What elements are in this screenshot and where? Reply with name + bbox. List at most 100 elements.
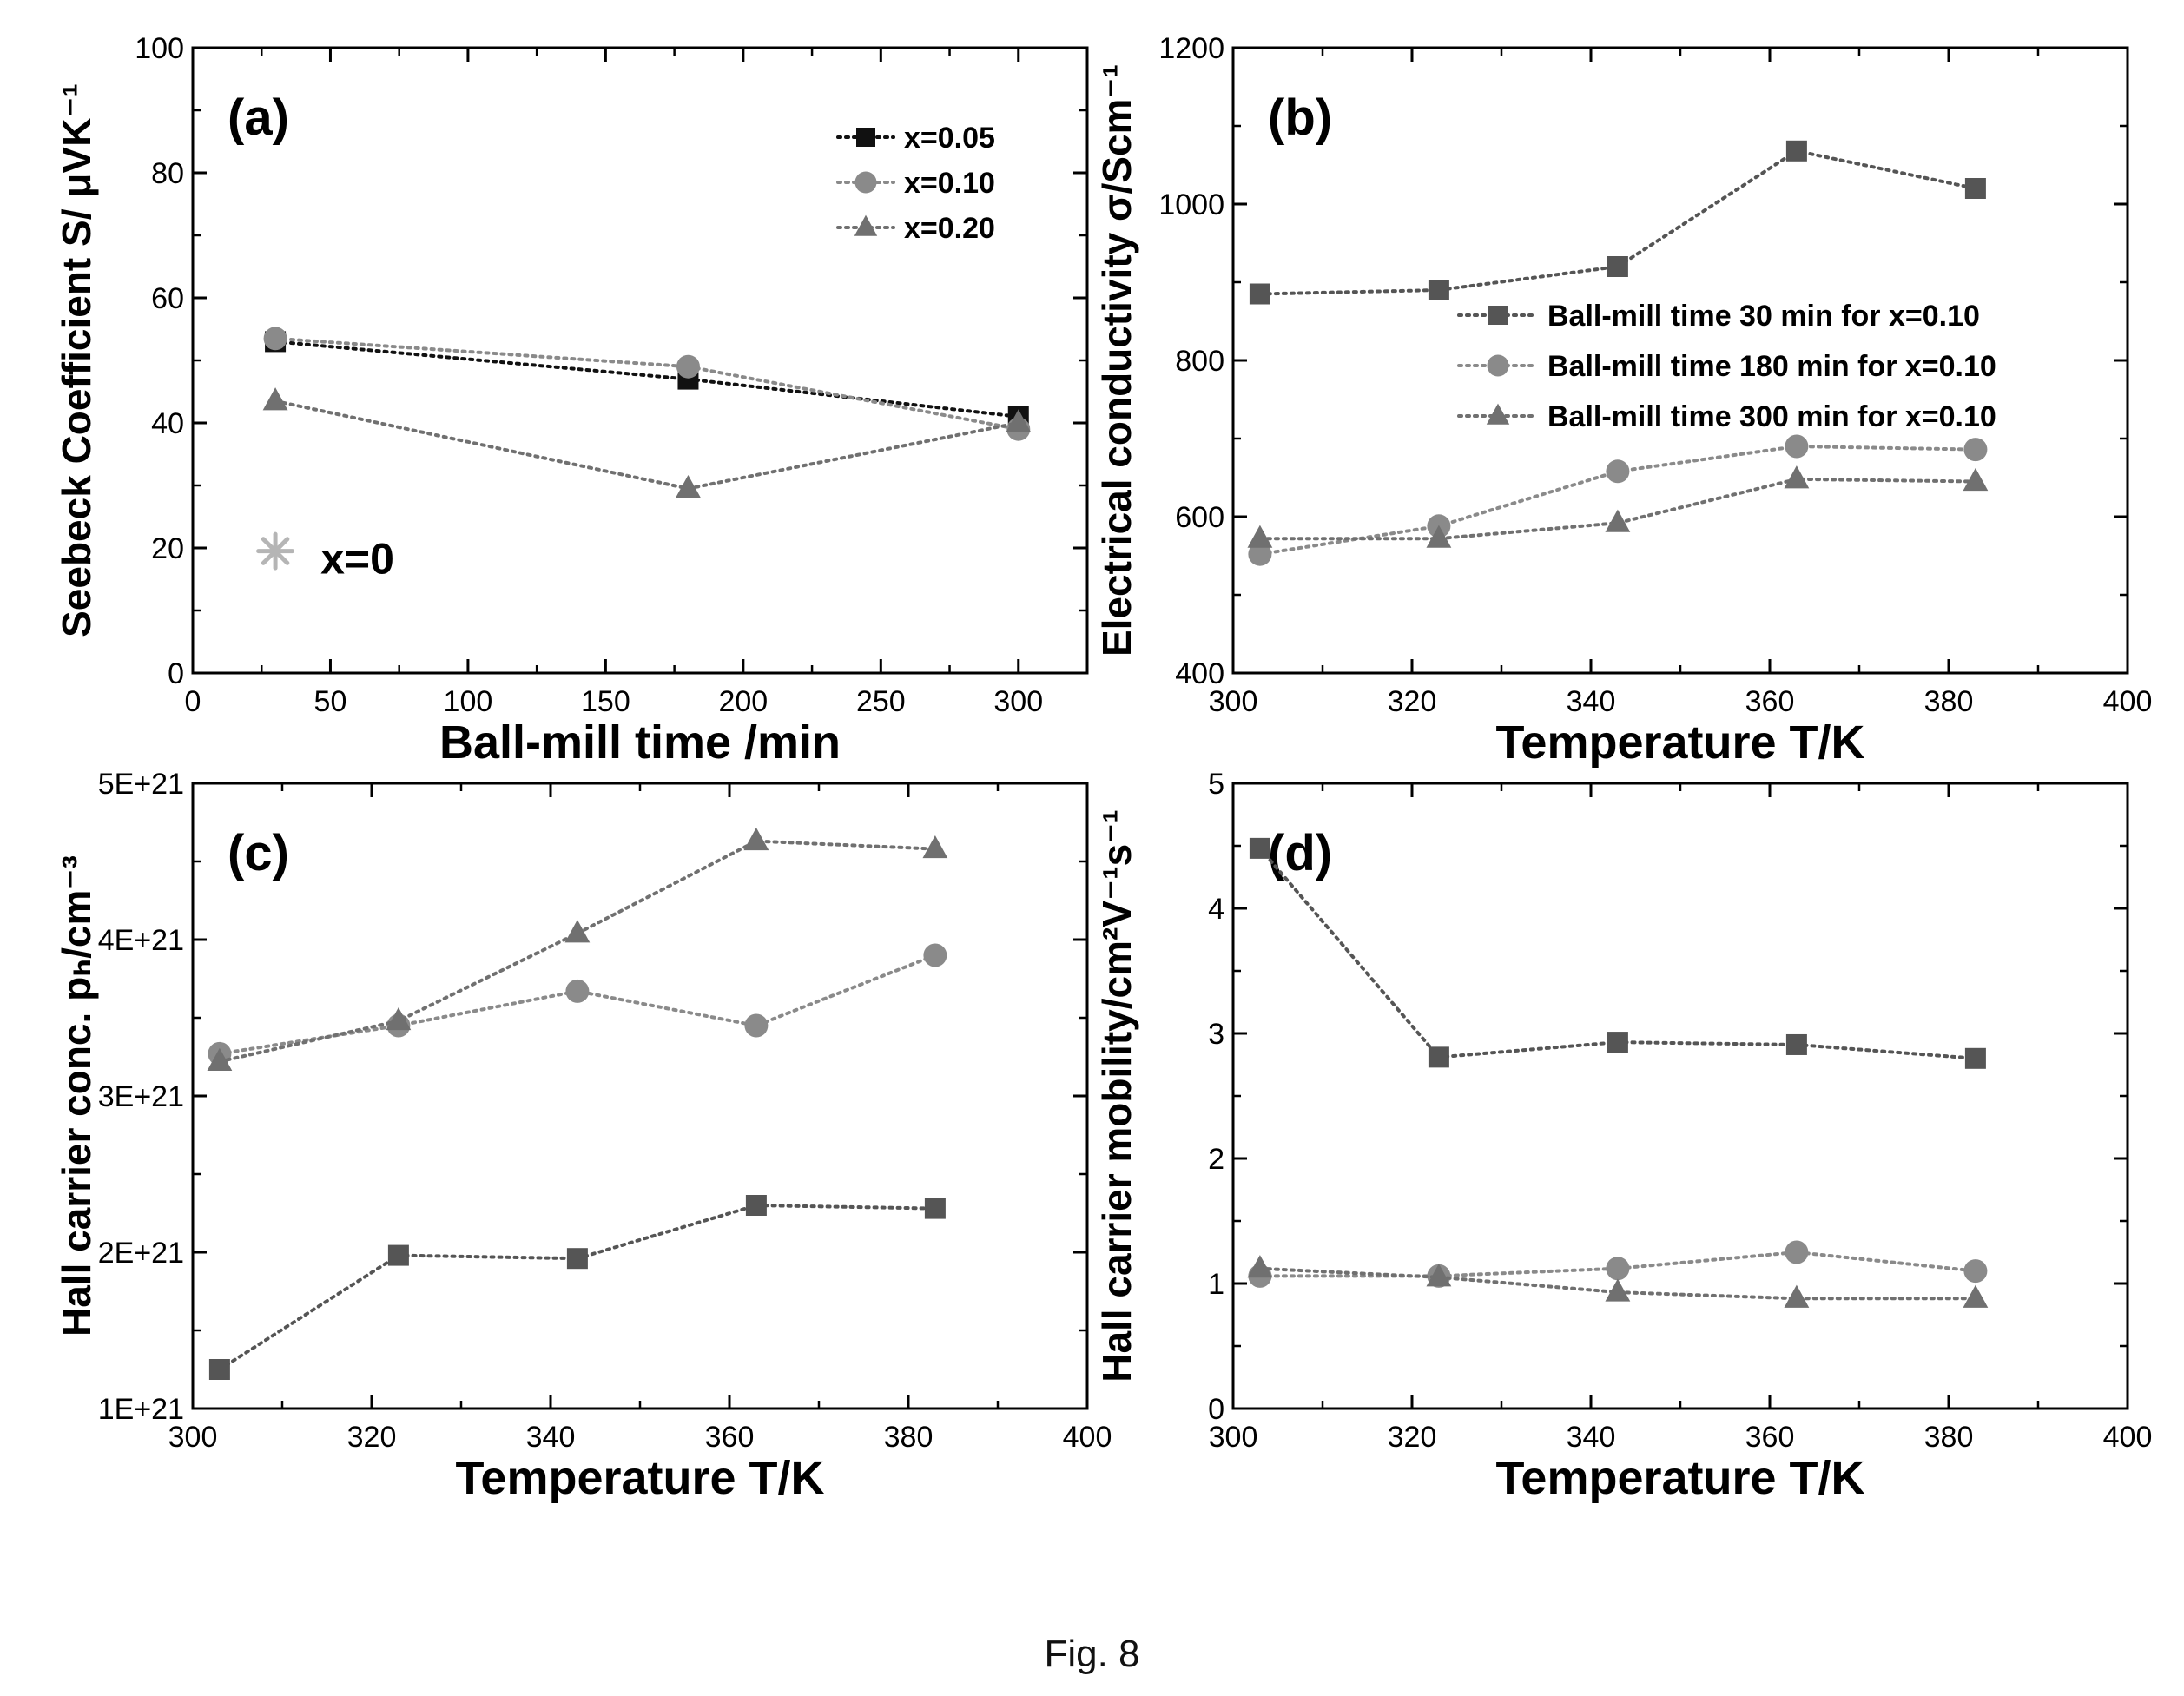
x-tick-label: 300 [1209, 685, 1258, 718]
y-tick-label: 100 [135, 32, 184, 65]
legend: x=0.05 x=0.10 x=0.20 [836, 122, 995, 245]
data-point [565, 979, 590, 1003]
x-tick-label: 340 [526, 1421, 576, 1454]
series-line [274, 340, 1020, 419]
x-tick-label: 360 [1745, 1421, 1795, 1454]
series-line [217, 954, 937, 1056]
series-triangle [207, 827, 948, 1071]
y-tick-label: 0 [168, 657, 184, 690]
series-triangle [262, 387, 1032, 498]
chart-panel-b: 300 320 340 360 380 400 400 600 800 1000 1200 Tempe… [1094, 32, 2152, 769]
data-point [262, 387, 288, 411]
y-tick-label: 40 [151, 407, 184, 440]
data-point [922, 835, 948, 859]
data-point [924, 1198, 946, 1219]
data-point [1963, 438, 1988, 462]
legend-marker [854, 214, 878, 236]
data-point [1784, 465, 1810, 489]
x-tick-label: 300 [993, 685, 1043, 718]
series-triangle [1247, 1255, 1989, 1308]
series-line [217, 1203, 937, 1371]
data-point [564, 920, 591, 943]
legend-entry-label: x=0.20 [904, 212, 995, 245]
panel-label: (b) [1268, 89, 1332, 146]
x-tick-label: 340 [1567, 685, 1616, 718]
chart-panel-c: 300 320 340 360 380 400 1E+21 2E+21 3E+21 4E+21 5E… [54, 768, 1112, 1504]
y-tick-label: 3E+21 [98, 1080, 184, 1113]
legend-marker [1488, 306, 1508, 325]
series-square [1249, 140, 1986, 305]
data-point [1248, 542, 1272, 566]
data-point [1606, 459, 1630, 484]
data-point [1426, 1264, 1452, 1287]
series-line [1257, 846, 1977, 1060]
data-point [1964, 1047, 1986, 1069]
y-tick-label: 3 [1208, 1018, 1224, 1051]
panel-label: (d) [1268, 825, 1332, 881]
data-point [676, 474, 701, 498]
data-point [1247, 525, 1273, 548]
x-axis-label: Ball-mill time /min [439, 716, 841, 769]
y-tick-label: 4E+21 [98, 924, 184, 957]
series-circle [208, 943, 947, 1066]
data-point [208, 1359, 230, 1380]
data-point [743, 827, 769, 851]
chart-panel-d: 300 320 340 360 380 400 0 1 2 3 4 5 Temperature T/K H… [1094, 768, 2152, 1504]
legend-marker [1486, 403, 1510, 425]
x-axis-label: Temperature T/K [455, 1452, 824, 1504]
data-point [1006, 409, 1032, 432]
y-tick-label: 1000 [1158, 188, 1224, 221]
x-tick-label: 360 [705, 1421, 755, 1454]
x-tick-label: 340 [1567, 1421, 1616, 1454]
x-tick-label: 300 [1209, 1421, 1258, 1454]
y-axis-label: Electrical conductivity σ/Scm⁻¹ [1094, 64, 1139, 657]
y-tick-label: 80 [151, 157, 184, 190]
x-tick-label: 50 [314, 685, 347, 718]
figure-caption: Fig. 8 [1044, 1633, 1140, 1675]
plot-frame [1231, 782, 2129, 1410]
data-point [1606, 1257, 1630, 1281]
legend-entry-label: Ball-mill time 300 min for x=0.10 [1547, 400, 1996, 433]
y-tick-label: 4 [1208, 893, 1224, 926]
legend-entry-label: Ball-mill time 30 min for x=0.10 [1547, 300, 1980, 333]
series-square [1249, 837, 1986, 1069]
data-point [1785, 140, 1807, 162]
data-point [387, 1244, 409, 1266]
x-tick-label: 320 [347, 1421, 397, 1454]
legend-marker [856, 128, 875, 147]
x-tick-label: 380 [1924, 1421, 1974, 1454]
data-point [1605, 1278, 1631, 1302]
y-tick-label: 600 [1175, 501, 1224, 534]
x-tick-label: 320 [1388, 1421, 1437, 1454]
x-tick-label: 400 [1063, 1421, 1112, 1454]
data-point [1249, 837, 1270, 859]
y-axis-label: Hall carrier conc. pₕ/cm⁻³ [54, 855, 99, 1336]
series-circle [1248, 434, 1988, 566]
series-triangle [1247, 465, 1989, 548]
y-tick-label: 2E+21 [98, 1237, 184, 1270]
data-point [1607, 1032, 1628, 1053]
panel-label: (c) [228, 825, 289, 881]
data-point [923, 943, 947, 967]
data-point [676, 354, 700, 379]
x-tick-label: 380 [884, 1421, 934, 1454]
plot-frame [191, 782, 1089, 1410]
y-tick-label: 1E+21 [98, 1393, 184, 1426]
panel-label: (a) [228, 89, 289, 146]
series-square [208, 1195, 946, 1380]
x-tick-label: 320 [1388, 685, 1437, 718]
data-point [1428, 280, 1449, 300]
y-axis-label: Seebeck Coefficient S/ μVK⁻¹ [54, 83, 99, 637]
data-point [1964, 178, 1986, 199]
data-point [1963, 467, 1989, 492]
annotation-marker [256, 531, 295, 571]
data-point [1784, 1284, 1810, 1308]
x-tick-label: 380 [1924, 685, 1974, 718]
y-tick-label: 20 [151, 532, 184, 565]
data-point [566, 1248, 588, 1270]
x-tick-label: 400 [2103, 1421, 2153, 1454]
data-point [1605, 509, 1631, 532]
legend: Ball-mill time 30 min for x=0.10 Ball-mil… [1457, 300, 1996, 433]
data-point [744, 1013, 769, 1038]
x-tick-label: 400 [2103, 685, 2153, 718]
